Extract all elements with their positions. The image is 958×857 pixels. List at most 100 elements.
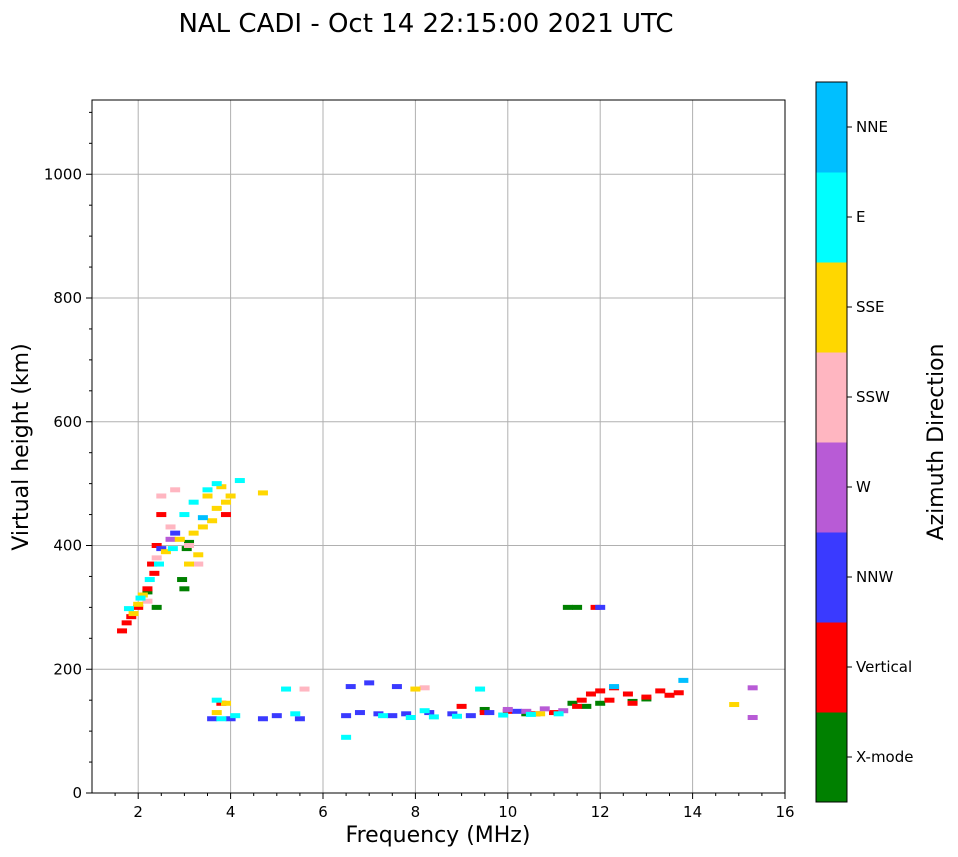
point-nne — [197, 515, 208, 521]
point-nnw — [345, 684, 356, 690]
point-nnw — [401, 711, 412, 717]
point-ssw — [184, 543, 195, 548]
point-sse — [220, 499, 231, 505]
x-axis-ticks: 2 4 6 8 10 12 14 16 — [114, 793, 795, 821]
plot-area — [92, 100, 785, 793]
point-w — [539, 706, 550, 712]
colorbar-label: SSE — [856, 298, 885, 316]
point-e — [475, 686, 486, 692]
colorbar-label: W — [856, 478, 871, 496]
point-nnw — [364, 680, 375, 686]
point-w — [747, 685, 758, 691]
point-ssw — [419, 685, 430, 691]
point-vertical — [151, 543, 162, 548]
point-e — [341, 734, 352, 740]
point-e — [451, 713, 462, 719]
point-sse — [160, 549, 171, 555]
y-tick-label: 200 — [53, 660, 82, 678]
point-vertical — [126, 614, 137, 620]
point-sse — [137, 592, 148, 598]
point-sse — [220, 700, 231, 706]
point-nnw — [294, 716, 305, 722]
point-nnw — [207, 716, 218, 722]
point-x-mode — [177, 577, 188, 583]
point-vertical — [576, 697, 587, 703]
point-e — [378, 713, 389, 719]
point-nnw — [225, 716, 236, 722]
point-sse — [197, 524, 208, 530]
y-axis-ticks: 0 200 400 600 800 1000 — [44, 111, 92, 802]
point-nnw — [484, 710, 495, 716]
colorbar-label: E — [856, 208, 865, 226]
point-sse — [729, 702, 740, 708]
point-nnw — [391, 684, 402, 690]
data-points — [117, 478, 758, 740]
colorbar-swatch-x-mode — [816, 712, 847, 803]
point-sse — [410, 686, 421, 692]
azimuth-colorbar: X-mode Vertical NNW W SSW SSE E NNE — [816, 82, 913, 803]
colorbar-swatch-ssw — [816, 352, 847, 443]
point-vertical — [220, 512, 231, 518]
point-vertical — [142, 586, 153, 592]
point-e — [553, 711, 564, 717]
point-x-mode — [151, 604, 162, 610]
point-vertical — [147, 561, 158, 567]
colorbar-swatch-e — [816, 172, 847, 263]
point-sse — [216, 484, 227, 490]
point-x-mode — [184, 539, 195, 545]
point-sse — [257, 490, 268, 496]
point-x-mode — [581, 703, 592, 709]
point-e — [144, 577, 155, 583]
point-nnw — [354, 710, 365, 716]
point-e — [211, 481, 222, 487]
point-ssw — [156, 493, 167, 499]
point-e — [428, 714, 439, 720]
point-vertical — [121, 620, 132, 626]
point-w — [558, 708, 569, 714]
point-vertical — [585, 691, 596, 697]
point-nnw — [387, 713, 398, 719]
point-sse — [207, 518, 218, 524]
point-x-mode — [595, 700, 606, 706]
colorbar-frame — [815, 81, 848, 803]
y-tick-label: 0 — [72, 784, 82, 802]
point-sse — [202, 493, 213, 499]
point-x-mode — [572, 604, 583, 610]
y-tick-label: 400 — [53, 537, 82, 555]
point-vertical — [572, 703, 583, 709]
grid-lines — [92, 100, 785, 793]
point-w — [747, 715, 758, 721]
point-nnw — [156, 546, 167, 552]
point-e — [290, 711, 301, 717]
point-e — [498, 712, 509, 718]
point-w — [165, 536, 176, 542]
x-tick-label: 10 — [498, 803, 517, 821]
point-vertical — [604, 697, 615, 703]
point-sse — [184, 561, 195, 567]
point-vertical — [133, 604, 144, 610]
point-ssw — [165, 524, 176, 530]
x-tick-label: 2 — [133, 803, 143, 821]
point-x-mode — [567, 700, 578, 706]
point-x-mode — [562, 604, 573, 610]
colorbar-swatch-nnw — [816, 532, 847, 623]
point-w — [502, 706, 513, 712]
colorbar-label: NNE — [856, 118, 888, 136]
point-nne — [678, 677, 689, 683]
y-tick-label: 800 — [53, 289, 82, 307]
point-w — [521, 708, 532, 714]
colorbar-swatch-nne — [816, 82, 847, 173]
y-tick-label: 600 — [53, 413, 82, 431]
point-vertical — [149, 570, 160, 576]
point-vertical — [156, 512, 167, 518]
point-vertical — [117, 628, 128, 634]
point-e — [153, 561, 164, 567]
point-e — [135, 595, 146, 601]
colorbar-swatch-vertical — [816, 622, 847, 713]
colorbar-title: Azimuth Direction — [924, 343, 949, 540]
point-ssw — [193, 561, 204, 567]
point-vertical — [627, 700, 638, 706]
x-axis-label: Frequency (MHz) — [346, 823, 531, 848]
colorbar-label: Vertical — [856, 658, 912, 676]
x-tick-label: 6 — [318, 803, 328, 821]
